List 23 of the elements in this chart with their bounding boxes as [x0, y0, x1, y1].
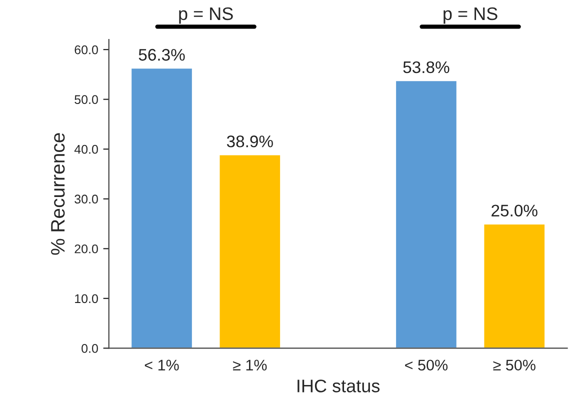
bar: [394, 80, 458, 348]
data-label: 38.9%: [226, 136, 273, 148]
text: p = NS: [444, 7, 498, 24]
x-tick-label: ≥ 50%: [493, 360, 536, 371]
text: p = NS: [179, 7, 233, 24]
y-axis-title: % Recurrence: [51, 133, 65, 255]
bar: [482, 223, 546, 348]
data-label: 53.8%: [403, 61, 450, 74]
y-tick-label: 60.0: [74, 45, 98, 54]
data-label: 25.0%: [492, 204, 538, 216]
y-tick-label: 20.0: [74, 244, 98, 254]
bar: [130, 67, 194, 348]
y-tick-label: 0.0: [82, 344, 98, 353]
y-tick-label: 50.0: [74, 95, 98, 104]
bar: [218, 154, 282, 348]
y-tick-label: 30.0: [74, 194, 98, 204]
y-tick-label: 10.0: [75, 294, 98, 304]
y-tick-label: 40.0: [74, 144, 98, 154]
x-tick-label: < 1%: [144, 360, 179, 370]
x-axis-title: IHC status: [298, 380, 380, 392]
data-label: 56.3%: [138, 48, 185, 61]
x-tick-label: ≥ 1%: [233, 360, 267, 370]
x-tick-label: < 50%: [405, 360, 448, 371]
